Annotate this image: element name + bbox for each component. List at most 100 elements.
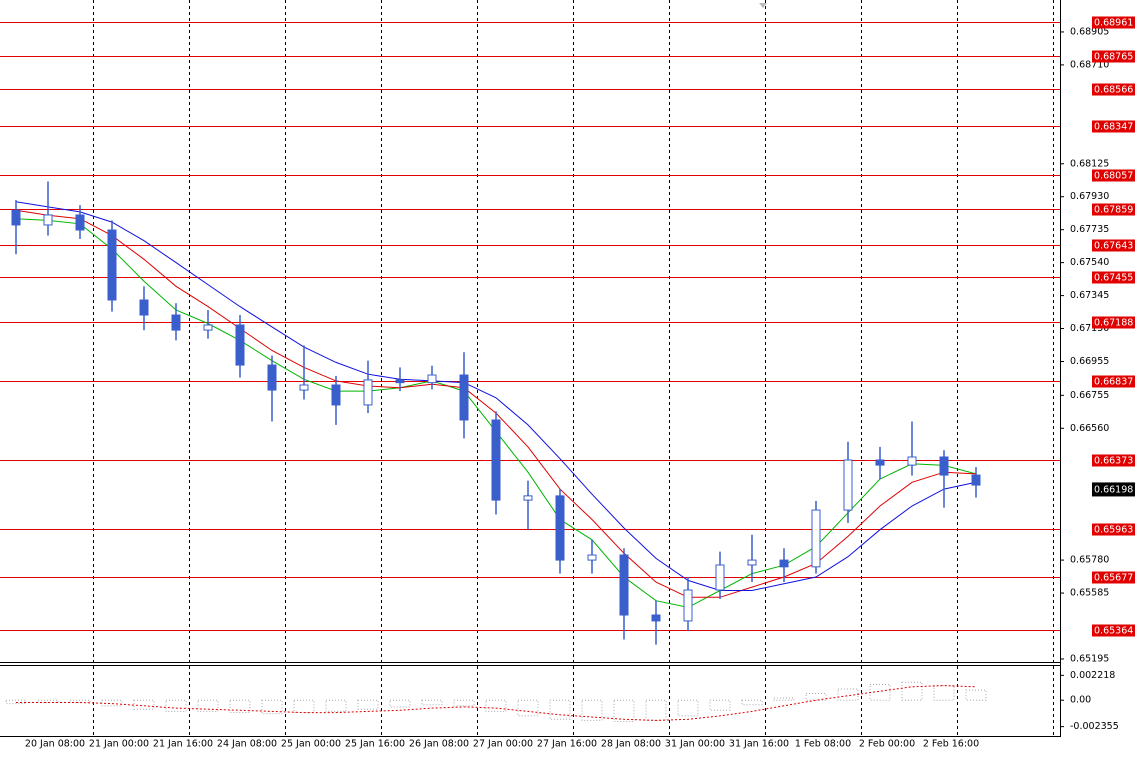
indicator-bar	[421, 699, 443, 706]
candle-body	[11, 209, 21, 226]
x-tick-label: 2 Feb 00:00	[859, 739, 915, 750]
level-label-box	[1092, 271, 1135, 284]
candle-body	[523, 495, 533, 501]
indicator-bar	[677, 699, 699, 717]
x-tick-label: 24 Jan 08:00	[217, 739, 277, 750]
indicator-bar	[101, 699, 123, 707]
level-label-box	[1092, 571, 1135, 584]
indicator-bar	[133, 699, 155, 710]
x-tick-label: 21 Jan 00:00	[89, 739, 149, 750]
candle-body	[939, 456, 949, 476]
y-tick-label: 0.68125	[1070, 158, 1109, 169]
level-label: 0.68347	[1094, 122, 1133, 133]
y-tick-label: 0.66955	[1070, 356, 1109, 367]
level-label: 0.67188	[1094, 318, 1133, 329]
candle-body	[747, 559, 757, 566]
indicator-bar	[69, 699, 91, 703]
level-label-box	[1092, 83, 1135, 96]
candle-body	[651, 614, 661, 622]
y-tick-label: 0.67735	[1070, 224, 1109, 235]
indicator-bar	[901, 681, 923, 701]
candle-body	[107, 229, 117, 301]
candle-body	[331, 384, 341, 406]
candle-body	[363, 379, 373, 406]
candle-body	[907, 456, 917, 466]
indicator-bar	[741, 699, 763, 706]
candle-body	[267, 364, 277, 391]
y-tick-label: 0.65585	[1070, 588, 1109, 599]
candle-body	[715, 564, 725, 591]
candle-body	[811, 509, 821, 568]
candle-body	[779, 559, 789, 568]
indicator-bar	[37, 699, 59, 703]
axes: 0.68905 0.68710 0.68125 0.67930 0.67735 0.675…	[25, 16, 1135, 750]
y-tick-label: 0.67345	[1070, 290, 1109, 301]
candle-body	[43, 214, 53, 226]
indicator-tick-label: 0.00	[1070, 695, 1091, 706]
indicator-bar	[709, 699, 731, 711]
indicator-bar	[549, 699, 571, 720]
grid	[93, 0, 1054, 736]
indicator-bar	[261, 699, 283, 715]
level-label: 0.66837	[1094, 377, 1133, 388]
level-label: 0.67643	[1094, 241, 1133, 252]
x-tick-label: 25 Jan 16:00	[345, 739, 405, 750]
indicator-bar	[613, 699, 635, 723]
indicator-bar	[837, 688, 859, 701]
indicator-bar	[485, 699, 507, 712]
candle-body	[459, 374, 469, 421]
x-tick-label: 21 Jan 16:00	[153, 739, 213, 750]
indicator-bar	[197, 699, 219, 712]
y-tick-label: 0.67150	[1070, 323, 1109, 334]
price-panel	[0, 22, 1060, 645]
level-label-box	[1092, 203, 1135, 216]
candle-body	[427, 374, 437, 384]
candle-body	[587, 554, 597, 561]
shift-marker	[759, 3, 767, 8]
moving-average-line	[15, 201, 977, 591]
level-label: 0.67859	[1094, 205, 1133, 216]
candle-body	[235, 324, 245, 366]
last-price-box	[1092, 482, 1135, 497]
y-tick-label: 0.65780	[1070, 555, 1109, 566]
indicator-bar	[325, 699, 347, 712]
level-label: 0.68765	[1094, 52, 1133, 63]
x-tick-label: 31 Jan 00:00	[665, 739, 725, 750]
indicator-bar	[581, 699, 603, 721]
x-tick-label: 1 Feb 08:00	[795, 739, 851, 750]
level-label: 0.67455	[1094, 273, 1133, 284]
candle-body	[203, 324, 213, 331]
candle-body	[299, 384, 309, 391]
indicator-bar	[773, 697, 795, 701]
level-label-box	[1092, 624, 1135, 637]
signal-line	[16, 685, 977, 721]
level-label-box	[1092, 375, 1135, 388]
x-tick-label: 2 Feb 16:00	[923, 739, 979, 750]
y-tick-label: 0.66560	[1070, 423, 1109, 434]
level-label: 0.68961	[1094, 18, 1133, 29]
candle-body	[619, 554, 629, 616]
indicator-tick-label: 0.002218	[1070, 670, 1115, 681]
level-label: 0.68566	[1094, 85, 1133, 96]
x-tick-label: 27 Jan 00:00	[473, 739, 533, 750]
y-tick-label: 0.66755	[1070, 390, 1109, 401]
y-tick-label: 0.67540	[1070, 257, 1109, 268]
candle-body	[843, 459, 853, 511]
level-label-box	[1092, 454, 1135, 467]
y-tick-label: 0.67930	[1070, 191, 1109, 202]
level-label-box	[1092, 316, 1135, 329]
indicator-bar	[357, 699, 379, 710]
x-tick-label: 25 Jan 00:00	[281, 739, 341, 750]
level-label: 0.65677	[1094, 573, 1133, 584]
candle-body	[555, 495, 565, 561]
level-label-box	[1092, 16, 1135, 29]
indicator-bar	[229, 699, 251, 714]
level-label: 0.68057	[1094, 171, 1133, 182]
indicator-bar	[5, 699, 27, 705]
x-tick-label: 31 Jan 16:00	[729, 739, 789, 750]
level-label-box	[1092, 239, 1135, 252]
x-tick-label: 26 Jan 08:00	[409, 739, 469, 750]
candle-body	[683, 589, 693, 622]
